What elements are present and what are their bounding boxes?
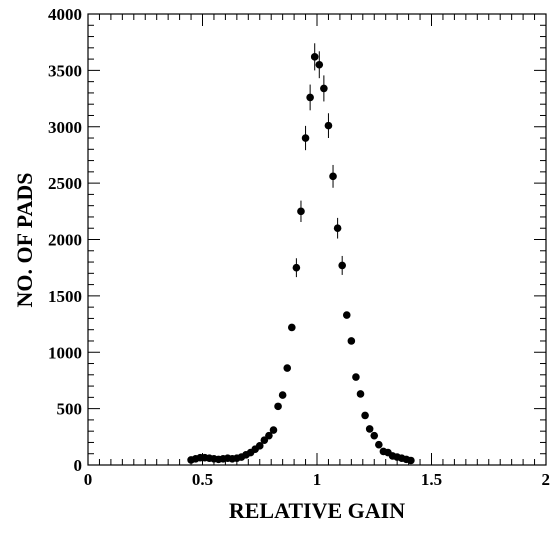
data-point [283,364,292,372]
data-point [255,442,264,450]
data-point [361,411,369,420]
data-point [274,402,282,411]
x-axis-tick-labels: 0 0.5 1 1.5 2 [84,470,550,489]
plot-frame [87,13,547,466]
data-point [352,373,360,381]
data-point [333,224,342,233]
y-axis-ticks [88,13,546,466]
y-tick-label: 500 [57,400,83,419]
data-point [370,431,379,440]
data-point [342,311,351,319]
data-point [365,425,374,433]
data-point [301,134,310,142]
data-point [265,431,273,440]
x-tick-label: 1.5 [421,470,442,489]
data-point [320,84,328,93]
y-tick-label: 1000 [48,343,82,362]
x-tick-label: 1 [313,470,322,489]
data-points [187,43,415,465]
x-tick-label: 2 [542,470,551,489]
x-tick-label: 0.5 [192,470,213,489]
data-point [306,93,314,102]
x-axis-ticks [87,14,547,465]
data-point [297,207,305,216]
x-tick-label: 0 [84,470,93,489]
data-point [288,323,296,332]
data-point [338,261,346,270]
y-tick-label: 1500 [48,287,82,306]
x-axis-title: RELATIVE GAIN [229,498,405,523]
data-point [356,390,365,398]
y-tick-label: 0 [74,456,83,475]
y-tick-label: 2500 [48,174,82,193]
y-tick-label: 4000 [48,5,82,24]
data-point [315,60,324,69]
y-axis-tick-labels: 0 500 1000 1500 2000 2500 3000 3500 4000 [48,5,82,475]
y-tick-label: 3500 [48,61,82,80]
data-point [347,337,356,345]
y-tick-label: 3000 [48,118,82,137]
data-point [375,440,383,449]
data-point [324,121,333,130]
data-point [292,263,301,272]
data-point [407,456,415,465]
y-axis-title: NO. OF PADS [12,172,37,307]
data-point [329,172,337,181]
data-point [310,53,319,61]
data-point [278,391,287,399]
y-tick-label: 2000 [48,231,82,250]
data-point [269,426,278,434]
